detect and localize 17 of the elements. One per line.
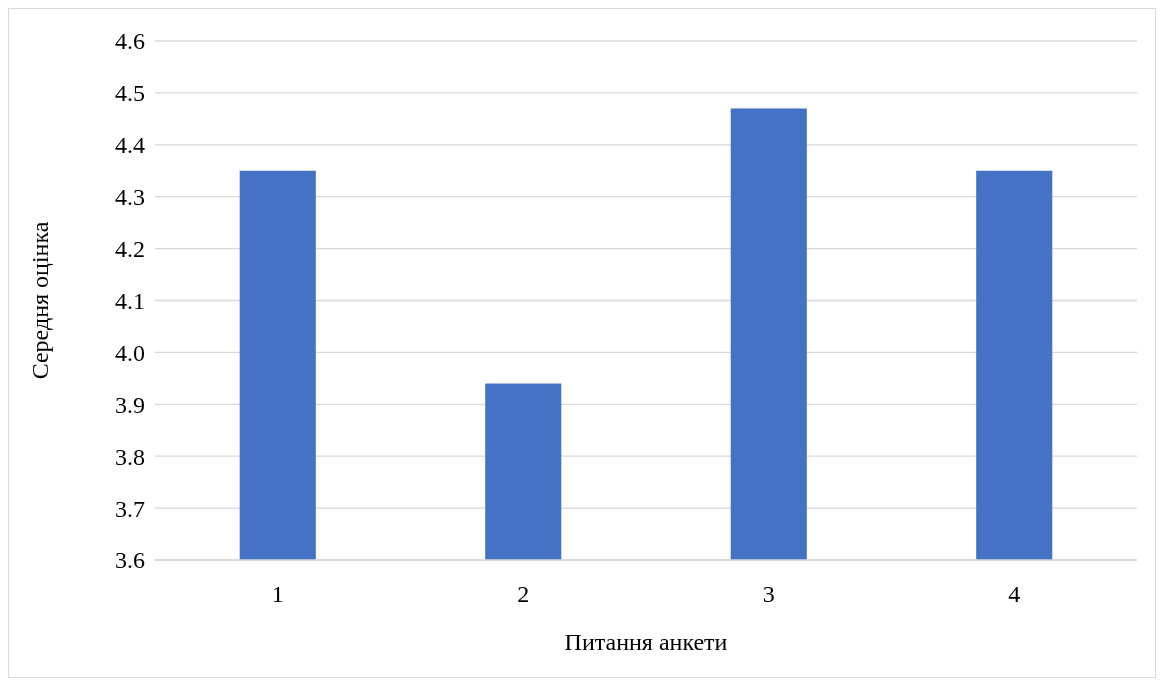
- y-tick-label: 4.1: [115, 287, 145, 314]
- x-tick-label: 4: [1008, 581, 1021, 607]
- x-tick-label: 2: [517, 581, 530, 607]
- y-tick-label: 3.9: [115, 391, 145, 418]
- y-tick-label: 3.6: [115, 547, 145, 574]
- x-axis-title: Питання анкети: [564, 629, 728, 655]
- y-tick-label: 4.4: [115, 132, 145, 159]
- y-tick-label: 4.6: [115, 28, 145, 55]
- y-tick-label: 4.5: [115, 80, 145, 107]
- y-tick-label: 4.3: [115, 184, 145, 211]
- y-tick-label: 3.8: [115, 443, 145, 470]
- y-axis-title: Середня оцінка: [27, 221, 53, 380]
- y-tick-label: 3.7: [115, 495, 145, 522]
- x-tick-label: 1: [271, 581, 284, 607]
- y-tick-label: 4.2: [115, 236, 145, 262]
- y-tick-label: 4.0: [115, 339, 145, 366]
- x-tick-label: 3: [762, 581, 775, 607]
